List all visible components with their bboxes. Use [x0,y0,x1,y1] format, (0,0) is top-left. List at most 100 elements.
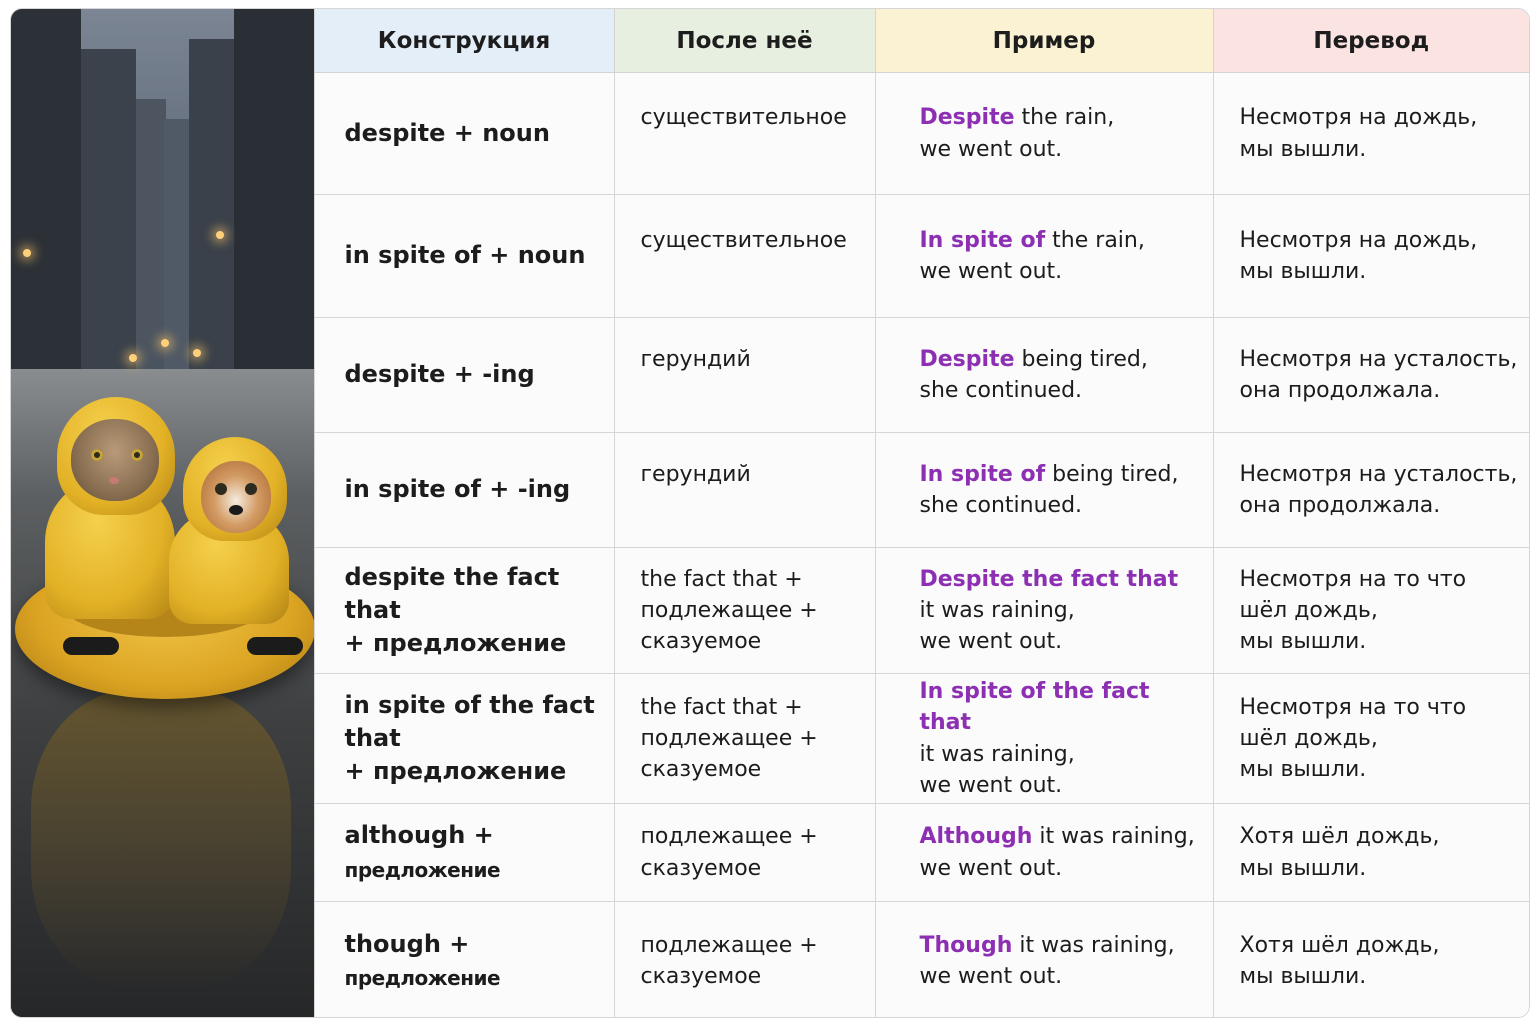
translation-line: Несмотря на усталость, [1239,461,1518,487]
after-line: подлежащее + [640,725,818,751]
example-line: we went out. [919,136,1063,162]
translation-line: Несмотря на усталость, [1239,346,1518,372]
after-line: сказуемое [640,629,762,655]
example-highlight: Although [919,824,1033,850]
after-line: сказуемое [640,963,762,989]
table-row: in spite of + -ing герундий In spite of … [313,432,1529,548]
translation-line: она продолжала. [1239,493,1441,518]
grammar-table: Конструкция После неё Пример Перевод des… [313,9,1529,1017]
after-line: существительное [640,105,847,131]
translation-cell: Несмотря на дождь, мы вышли. [1212,72,1529,195]
building-shape [136,99,166,359]
translation-cell: Несмотря на усталость, она продолжала. [1212,317,1529,433]
translation-line: она продолжала. [1239,378,1441,403]
example-rest: being tired, [1045,461,1179,487]
translation-line: Несмотря на дождь, [1239,227,1478,253]
after-cell: подлежащее + сказуемое [613,901,875,1017]
header-after: После неё [613,9,875,73]
example-line: she continued. [919,493,1083,518]
after-line: the fact that + [640,566,803,592]
example-line: we went out. [919,855,1063,881]
after-line: подлежащее + [640,932,818,958]
after-cell: герундий [613,317,875,433]
example-cell: In spite of the fact that it was raining,… [874,673,1213,804]
example-highlight: Despite [919,346,1015,372]
example-line: it was raining, [919,597,1075,623]
construction-small-text: предложение [344,857,501,882]
building-shape [188,39,234,399]
building-shape [81,49,136,399]
after-line: the fact that + [640,694,803,720]
after-cell: the fact that + подлежащее + сказуемое [613,547,875,674]
table-row: in spite of the fact that + предложение t… [313,673,1529,804]
translation-line: мы вышли. [1239,259,1367,284]
street-light [216,231,224,239]
translation-line: мы вышли. [1239,855,1367,881]
cat-eye [91,449,103,461]
table-row: despite + noun существительное Despite t… [313,72,1529,195]
after-line: подлежащее + [640,824,818,850]
example-line: we went out. [919,629,1063,655]
example-rest: it was raining, [1012,932,1175,958]
translation-line: мы вышли. [1239,629,1367,655]
translation-cell: Несмотря на усталость, она продолжала. [1212,432,1529,548]
table-row: although + предложение подлежащее + сказу… [313,803,1529,902]
translation-line: шёл дождь, [1239,725,1378,751]
after-cell: the fact that + подлежащее + сказуемое [613,673,875,804]
dog-eye [245,483,257,495]
translation-line: мы вышли. [1239,757,1367,783]
example-highlight: In spite of the fact that [919,679,1150,736]
example-line: we went out. [919,772,1063,798]
table-row: in spite of + noun существительное In sp… [313,194,1529,318]
example-rest: it was raining, [1032,824,1195,850]
example-line: she continued. [919,378,1083,403]
translation-line: мы вышли. [1239,963,1367,989]
construction-text: despite + -ing [344,360,535,389]
translation-line: шёл дождь, [1239,597,1378,623]
construction-cell: in spite of + -ing [313,432,614,548]
example-highlight: In spite of [919,227,1046,253]
translation-cell: Хотя шёл дождь, мы вышли. [1212,803,1529,902]
street-light [23,249,31,257]
example-line: we went out. [919,259,1063,284]
table-row: despite + -ing герундий Despite being ti… [313,317,1529,433]
example-cell: Though it was raining, we went out. [874,901,1213,1017]
dog-face [201,461,271,533]
example-cell: Despite the rain, we went out. [874,72,1213,195]
cat-eye [131,449,143,461]
header-construction: Конструкция [313,9,614,73]
translation-line: Несмотря на то что [1239,566,1467,592]
cat-nose [109,477,119,484]
example-highlight: In spite of [919,461,1046,487]
header-translation: Перевод [1212,9,1529,73]
construction-cell: in spite of + noun [313,194,614,318]
after-cell: существительное [613,194,875,318]
construction-cell: though + предложение [313,901,614,1017]
construction-cell: in spite of the fact that + предложение [313,673,614,804]
dog-nose [229,505,243,515]
street-light [161,339,169,347]
header-example: Пример [874,9,1213,73]
after-line: герундий [640,346,751,372]
after-line: сказуемое [640,757,762,783]
construction-text: in spite of + -ing [344,475,571,504]
example-rest: the rain, [1014,105,1115,131]
example-cell: Although it was raining, we went out. [874,803,1213,902]
construction-cell: although + предложение [313,803,614,902]
after-line: сказуемое [640,855,762,881]
translation-cell: Несмотря на то что шёл дождь, мы вышли. [1212,673,1529,804]
after-cell: герундий [613,432,875,548]
construction-text: in spite of + noun [344,241,586,270]
street-light [129,354,137,362]
translation-line: Хотя шёл дождь, [1239,824,1440,850]
raft-handle [63,637,119,655]
cat-face [71,419,159,501]
example-cell: Despite being tired, she continued. [874,317,1213,433]
after-line: подлежащее + [640,597,818,623]
construction-text: in spite of the fact that [344,690,595,752]
construction-text-line2: + предложение [344,629,567,658]
construction-cell: despite + noun [313,72,614,195]
translation-line: Хотя шёл дождь, [1239,932,1440,958]
construction-cell: despite + -ing [313,317,614,433]
dog-eye [215,483,227,495]
